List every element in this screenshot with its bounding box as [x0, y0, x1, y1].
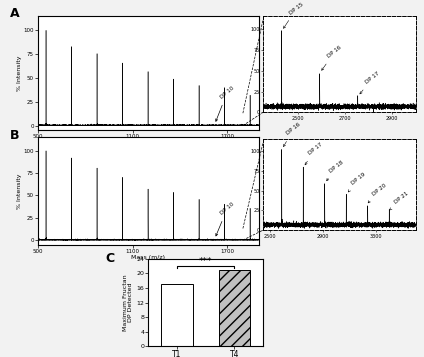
- Text: C: C: [105, 252, 114, 265]
- Text: DP 18: DP 18: [326, 160, 345, 181]
- Y-axis label: % Intensity: % Intensity: [17, 55, 22, 91]
- Bar: [218, 270, 250, 346]
- X-axis label: Mass (m/z): Mass (m/z): [131, 255, 165, 260]
- Text: DP 17: DP 17: [305, 142, 323, 165]
- Y-axis label: % Intensity: % Intensity: [17, 173, 22, 209]
- Text: B: B: [9, 129, 19, 142]
- Text: DP 10: DP 10: [216, 202, 235, 236]
- Text: DP 16: DP 16: [284, 122, 301, 147]
- Bar: [161, 284, 193, 346]
- Text: DP 15: DP 15: [284, 1, 304, 28]
- Y-axis label: Maximum Fructan
DP Detected: Maximum Fructan DP Detected: [123, 274, 134, 331]
- Text: DP 21: DP 21: [390, 191, 409, 210]
- Text: DP 16: DP 16: [322, 45, 343, 70]
- Text: DP 19: DP 19: [348, 172, 366, 192]
- Text: ***: ***: [199, 257, 212, 266]
- Text: DP 10: DP 10: [216, 86, 235, 121]
- X-axis label: Mass (m/z): Mass (m/z): [131, 141, 165, 146]
- Text: DP 20: DP 20: [368, 182, 388, 203]
- Text: A: A: [9, 7, 19, 20]
- Text: DP 17: DP 17: [360, 71, 381, 94]
